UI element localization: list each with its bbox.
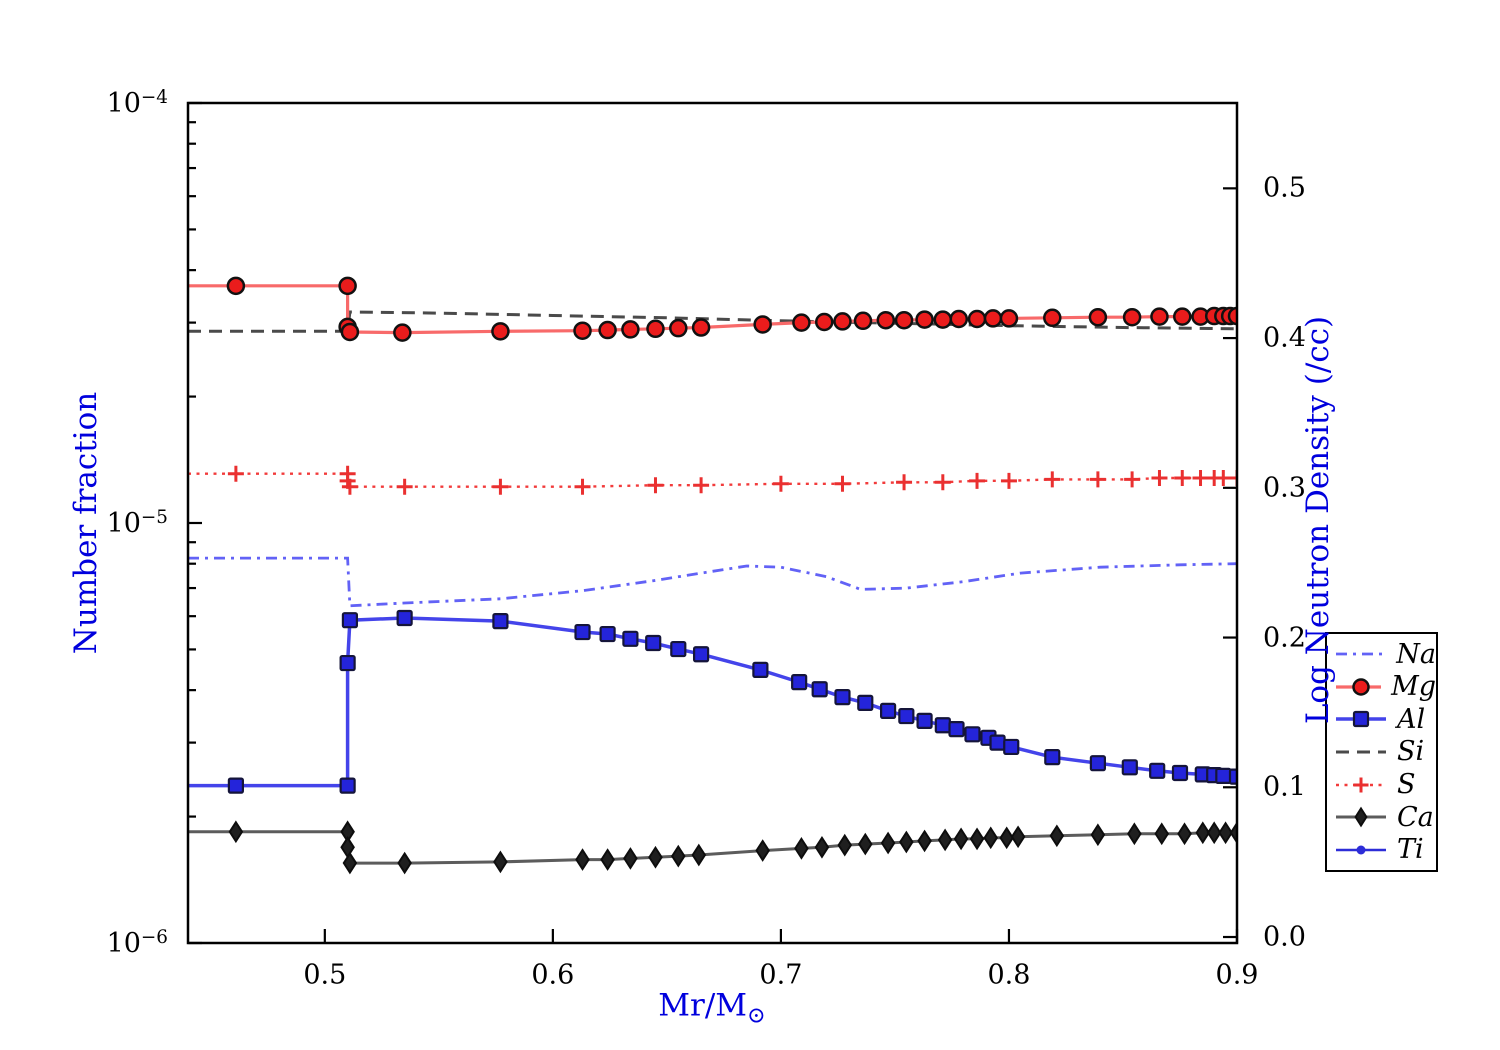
x-tick-label-0.7: 0.7: [759, 959, 803, 991]
legend-label-na: Na: [1396, 638, 1436, 670]
x-axis-title-main: Mr/M: [658, 987, 748, 1024]
series-s: [188, 465, 1237, 495]
y-left-tick-label-−5: 10−5: [106, 507, 168, 539]
sun-symbol: ⊙: [747, 1002, 766, 1029]
y-axis-title-left: Number fraction: [68, 391, 104, 655]
series-mg: [188, 276, 1237, 342]
legend-swatch-ca: [1336, 806, 1386, 828]
y-right-tick-label-0.1: 0.1: [1263, 771, 1306, 803]
legend-label-mg: Mg: [1391, 671, 1436, 703]
legend-item-al: Al: [1327, 704, 1436, 735]
legend-swatch-si: [1336, 750, 1386, 754]
axis-ticks: [188, 101, 1239, 945]
x-tick-label-0.8: 0.8: [987, 959, 1031, 991]
series-na: [188, 556, 1237, 608]
legend-swatch-na: [1336, 652, 1386, 656]
y-left-tick-label-−4: 10−4: [106, 87, 168, 119]
y-left-tick-label-−6: 10−6: [106, 927, 168, 959]
legend-swatch-mg: [1336, 678, 1382, 696]
plot-area: [188, 276, 1237, 875]
legend: Na Mg Al Si S Ca Ti: [1325, 632, 1438, 872]
legend-item-ca: Ca: [1327, 802, 1436, 833]
series-ca: [188, 820, 1237, 875]
x-tick-label-0.9: 0.9: [1215, 959, 1259, 991]
legend-label-al: Al: [1397, 703, 1426, 735]
legend-swatch-s: [1336, 777, 1386, 793]
legend-item-si: Si: [1327, 736, 1436, 767]
y-right-tick-label-0.4: 0.4: [1263, 322, 1306, 354]
x-tick-label-0.6: 0.6: [531, 959, 575, 991]
legend-swatch-al: [1336, 711, 1386, 728]
legend-item-na: Na: [1327, 639, 1436, 670]
y-right-tick-label-0.3: 0.3: [1263, 472, 1306, 504]
legend-item-ti: Ti: [1327, 834, 1436, 865]
legend-label-ca: Ca: [1397, 801, 1434, 833]
y-axis-title-right: Log Neutron Density (/cc): [1300, 315, 1336, 725]
y-right-tick-label-0.0: 0.0: [1263, 921, 1306, 953]
y-right-tick-label-0.5: 0.5: [1263, 172, 1306, 204]
y-right-tick-label-0.2: 0.2: [1263, 622, 1306, 654]
legend-label-s: S: [1397, 769, 1416, 801]
legend-swatch-ti: [1336, 845, 1386, 855]
series-al: [188, 609, 1237, 794]
legend-item-s: S: [1327, 769, 1436, 800]
legend-item-mg: Mg: [1327, 671, 1436, 702]
legend-label-ti: Ti: [1397, 834, 1424, 866]
legend-label-si: Si: [1397, 736, 1425, 768]
plot-frame: [186, 101, 1239, 945]
x-tick-label-0.5: 0.5: [303, 959, 347, 991]
x-axis-title: Mr/M⊙: [658, 988, 765, 1029]
